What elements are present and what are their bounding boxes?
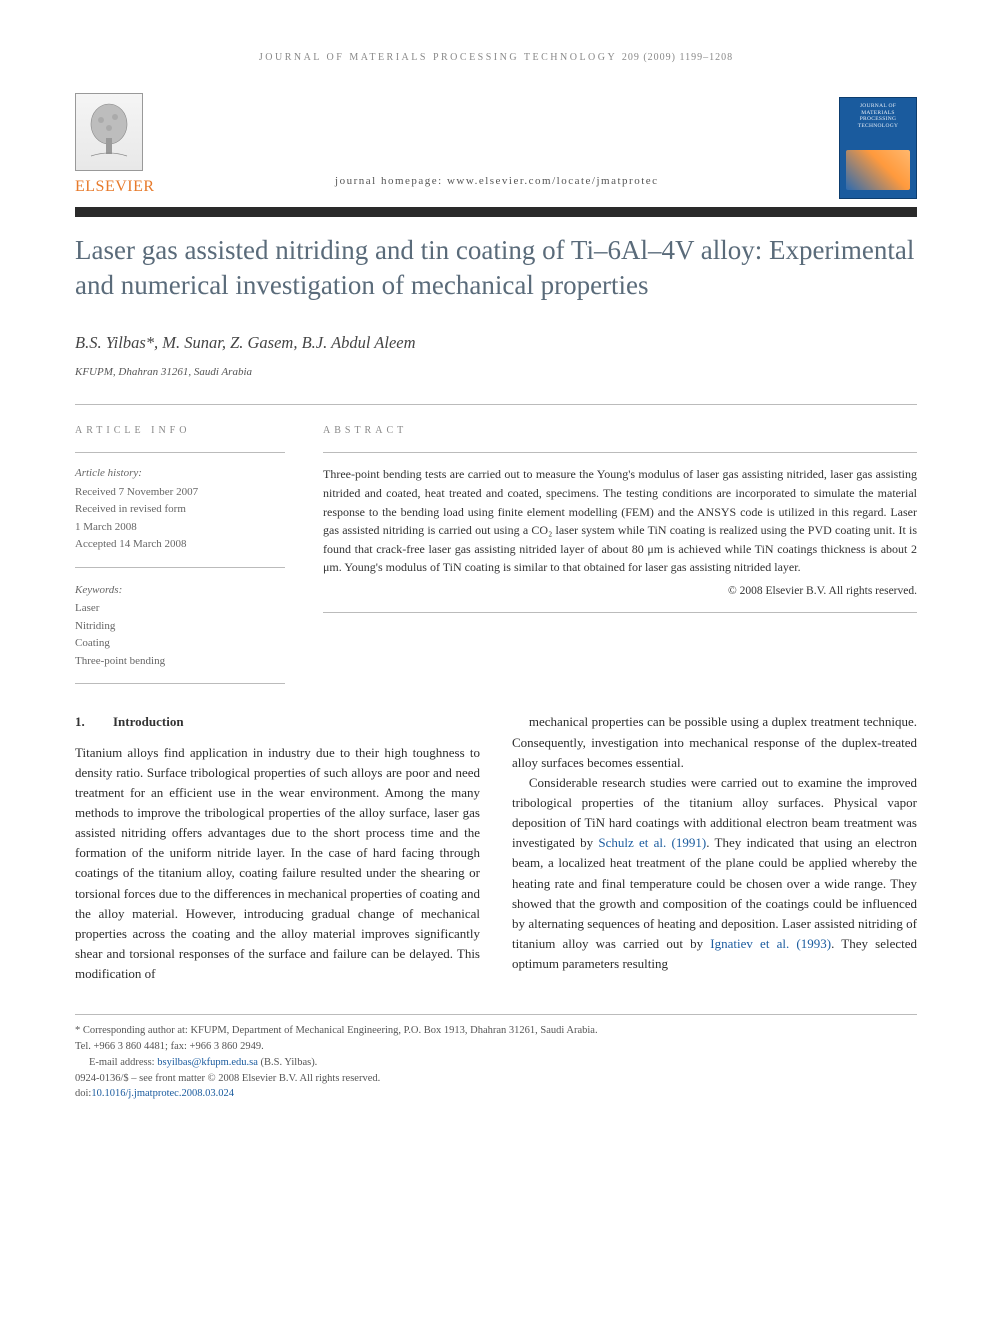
reference-link-schulz[interactable]: Schulz et al. (1991) — [598, 835, 706, 850]
journal-homepage: journal homepage: www.elsevier.com/locat… — [155, 173, 839, 200]
article-info-block: article info Article history: Received 7… — [75, 405, 285, 684]
footnotes: * Corresponding author at: KFUPM, Depart… — [75, 1014, 917, 1102]
doi-link[interactable]: 10.1016/j.jmatprotec.2008.03.024 — [91, 1088, 234, 1099]
keyword-0: Laser — [75, 600, 285, 617]
keyword-3: Three-point bending — [75, 653, 285, 670]
history-accepted: Accepted 14 March 2008 — [75, 536, 285, 553]
history-received: Received 7 November 2007 — [75, 484, 285, 501]
body-col1-p1: Titanium alloys find application in indu… — [75, 743, 480, 985]
abstract-copyright: © 2008 Elsevier B.V. All rights reserved… — [323, 583, 917, 600]
cover-title: JOURNAL OF MATERIALS PROCESSING TECHNOLO… — [844, 103, 912, 129]
email-label: E-mail address: — [89, 1057, 155, 1068]
publisher-logo-block: ELSEVIER — [75, 93, 155, 199]
banner: ELSEVIER journal homepage: www.elsevier.… — [75, 93, 917, 199]
section-1-number: 1. — [75, 712, 113, 732]
email-line: E-mail address: bsyilbas@kfupm.edu.sa (B… — [75, 1055, 917, 1071]
authors-line: B.S. Yilbas*, M. Sunar, Z. Gasem, B.J. A… — [75, 331, 917, 356]
running-citation: 209 (2009) 1199–1208 — [622, 52, 733, 63]
authors-text: B.S. Yilbas*, M. Sunar, Z. Gasem, B.J. A… — [75, 333, 416, 352]
corresponding-author: * Corresponding author at: KFUPM, Depart… — [75, 1023, 917, 1039]
body-col2-p1: mechanical properties can be possible us… — [512, 712, 917, 772]
keywords-label: Keywords: — [75, 582, 285, 599]
affiliation: KFUPM, Dhahran 31261, Saudi Arabia — [75, 364, 917, 381]
abstract-block: abstract Three-point bending tests are c… — [323, 405, 917, 684]
section-1-title: 1.Introduction — [75, 712, 480, 732]
abstract-heading: abstract — [323, 423, 917, 438]
history-revised-label: Received in revised form — [75, 501, 285, 518]
publisher-block: ELSEVIER — [75, 93, 155, 199]
journal-cover-thumbnail: JOURNAL OF MATERIALS PROCESSING TECHNOLO… — [839, 97, 917, 199]
issn-line: 0924-0136/$ – see front matter © 2008 El… — [75, 1071, 917, 1087]
homepage-url[interactable]: www.elsevier.com/locate/jmatprotec — [447, 175, 659, 187]
body-col2-p2b: . They indicated that using an electron … — [512, 835, 917, 951]
tel-fax: Tel. +966 3 860 4481; fax: +966 3 860 29… — [75, 1039, 917, 1055]
doi-line: doi:10.1016/j.jmatprotec.2008.03.024 — [75, 1086, 917, 1102]
elsevier-tree-logo — [75, 93, 143, 171]
email-address[interactable]: bsyilbas@kfupm.edu.sa — [157, 1057, 258, 1068]
doi-label: doi: — [75, 1088, 91, 1099]
meta-row: article info Article history: Received 7… — [75, 404, 917, 684]
cover-image — [846, 150, 910, 190]
keyword-1: Nitriding — [75, 618, 285, 635]
article-title: Laser gas assisted nitriding and tin coa… — [75, 233, 917, 303]
running-head: journal of materials processing technolo… — [75, 50, 917, 65]
abstract-text: Three-point bending tests are carried ou… — [323, 465, 917, 577]
body-columns: 1.Introduction Titanium alloys find appl… — [75, 712, 917, 984]
body-col2-p2: Considerable research studies were carri… — [512, 773, 917, 974]
keyword-2: Coating — [75, 635, 285, 652]
reference-link-ignatiev[interactable]: Ignatiev et al. (1993) — [710, 936, 831, 951]
history-revised-date: 1 March 2008 — [75, 519, 285, 536]
history-label: Article history: — [75, 465, 285, 482]
article-info-heading: article info — [75, 423, 285, 438]
running-journal: journal of materials processing technolo… — [259, 52, 617, 63]
title-rule — [75, 207, 917, 217]
publisher-name: ELSEVIER — [75, 175, 155, 199]
email-attribution: (B.S. Yilbas). — [261, 1057, 318, 1068]
homepage-label: journal homepage: — [335, 175, 443, 187]
section-1-heading: Introduction — [113, 714, 184, 729]
